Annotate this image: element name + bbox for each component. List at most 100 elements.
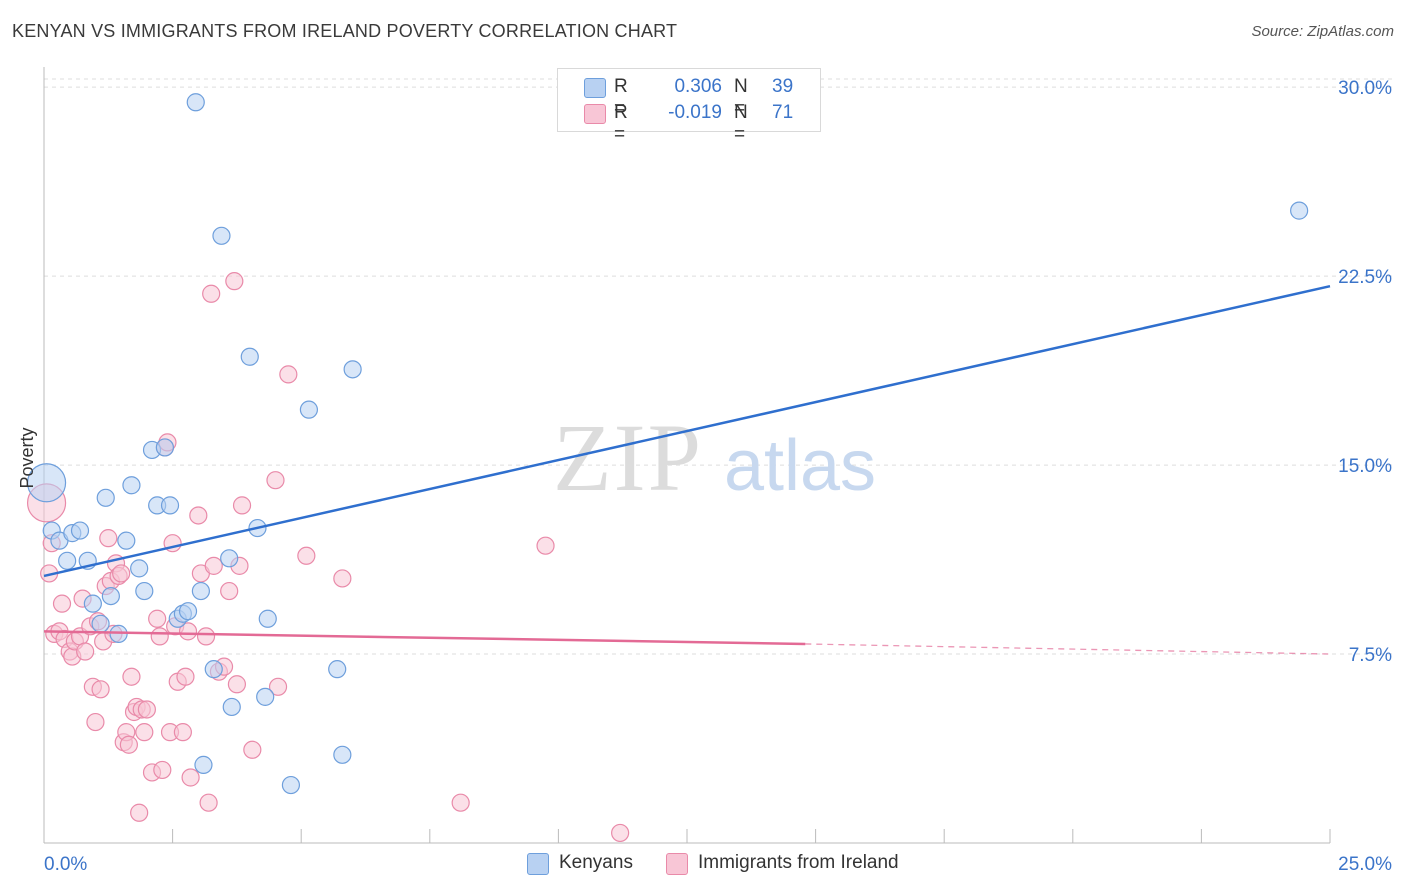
kenyan-point xyxy=(70,521,90,540)
kenyan-point xyxy=(160,496,180,515)
kenyan-point xyxy=(122,476,141,495)
ireland-point xyxy=(196,627,216,646)
kenyan-point xyxy=(343,360,362,379)
ireland-point xyxy=(451,793,470,812)
bottom-legend-label-ireland: Immigrants from Ireland xyxy=(698,852,899,873)
kenyan-point xyxy=(1290,201,1309,220)
ireland-point xyxy=(279,365,298,384)
ireland-point xyxy=(52,594,72,613)
ireland-trend-line xyxy=(43,630,806,646)
ireland-point xyxy=(202,284,221,303)
kenyan-point xyxy=(212,226,231,245)
kenyan-point xyxy=(58,551,77,570)
trend-lines xyxy=(43,284,1331,655)
watermark: ZIP atlas xyxy=(553,404,876,511)
ireland-point xyxy=(204,556,223,575)
kenyan-point xyxy=(101,586,120,606)
watermark-atlas: atlas xyxy=(724,426,876,506)
ireland-point xyxy=(232,496,252,515)
ireland-points xyxy=(26,272,630,843)
legend-n-label: N = xyxy=(734,76,748,119)
legend-swatch-kenyans xyxy=(584,78,606,98)
kenyan-point xyxy=(258,609,277,628)
kenyan-point xyxy=(256,687,275,706)
y-tick-label: 30.0% xyxy=(1338,78,1392,99)
legend-r-value-kenyans: 0.306 xyxy=(674,76,722,97)
kenyan-point xyxy=(155,438,174,457)
kenyan-point xyxy=(194,755,213,774)
kenyan-point xyxy=(299,400,319,419)
kenyan-point xyxy=(281,775,301,795)
legend-n-value-kenyans: 39 xyxy=(772,76,794,97)
ireland-point xyxy=(76,642,95,661)
ireland-point xyxy=(86,712,105,732)
kenyans-trend-line xyxy=(43,284,1331,578)
kenyan-point xyxy=(26,463,67,503)
ireland-point xyxy=(536,536,555,555)
ireland-point xyxy=(148,609,167,628)
y-tick-labels: 7.5% 15.0% 22.5% 30.0% xyxy=(1338,78,1392,666)
source-label: Source: ZipAtlas.com xyxy=(1251,23,1394,40)
ireland-point xyxy=(268,677,288,696)
legend-n-value-ireland: 71 xyxy=(772,102,794,123)
bottom-legend-label-kenyans: Kenyans xyxy=(559,852,633,873)
ireland-point xyxy=(137,700,156,719)
ireland-point xyxy=(119,735,138,754)
y-tick-label: 22.5% xyxy=(1338,267,1392,288)
kenyan-point xyxy=(178,602,198,621)
kenyan-point xyxy=(204,660,223,679)
stats-legend: R = 0.306 N = 39 R = -0.019 N = 71 xyxy=(557,68,821,145)
y-tick-label: 7.5% xyxy=(1349,645,1392,666)
ireland-point xyxy=(333,569,352,588)
legend-r-label: R = xyxy=(614,102,628,145)
kenyan-point xyxy=(96,488,115,507)
y-axis-title: Poverty xyxy=(17,427,37,488)
kenyan-point xyxy=(220,549,239,568)
x-tick-label-right: 25.0% xyxy=(1338,854,1392,875)
ireland-point xyxy=(225,272,244,291)
ireland-point xyxy=(178,622,198,641)
ireland-point xyxy=(135,723,154,742)
ireland-point xyxy=(266,471,285,490)
ireland-point xyxy=(130,803,149,822)
y-tick-label: 15.0% xyxy=(1338,456,1392,477)
kenyan-point xyxy=(328,660,347,679)
ireland-point xyxy=(227,675,246,694)
kenyan-point xyxy=(240,347,259,366)
bottom-legend-swatch-ireland xyxy=(666,853,688,875)
kenyan-point xyxy=(333,745,352,764)
ireland-point xyxy=(122,667,141,686)
ireland-point xyxy=(189,506,208,525)
kenyan-point xyxy=(135,581,154,601)
legend-r-value-ireland: -0.019 xyxy=(668,102,722,123)
kenyan-point xyxy=(117,531,136,550)
ireland-point xyxy=(181,768,200,787)
ireland-point xyxy=(297,546,316,565)
kenyan-point xyxy=(186,93,205,112)
chart-title: KENYAN VS IMMIGRANTS FROM IRELAND POVERT… xyxy=(12,21,678,41)
kenyan-points xyxy=(26,93,1309,795)
ireland-trend-line-extension xyxy=(805,643,1331,655)
kenyan-point xyxy=(191,581,210,601)
x-tick-label-left: 0.0% xyxy=(44,854,87,875)
ireland-point xyxy=(176,667,195,686)
ireland-point xyxy=(199,793,218,812)
ireland-point xyxy=(150,627,169,646)
ireland-point xyxy=(153,760,172,780)
kenyan-point xyxy=(130,559,149,578)
watermark-zip: ZIP xyxy=(553,404,703,511)
kenyan-point xyxy=(222,697,241,717)
ireland-point xyxy=(173,723,192,742)
ireland-point xyxy=(220,581,239,601)
ireland-point xyxy=(112,564,131,583)
legend-r-label: R = xyxy=(614,76,628,119)
kenyan-point xyxy=(83,594,102,613)
legend-swatch-ireland xyxy=(584,104,606,124)
bottom-legend-swatch-kenyans xyxy=(527,853,549,875)
ireland-point xyxy=(91,680,110,699)
kenyan-point xyxy=(91,614,110,633)
ireland-point xyxy=(611,823,630,843)
ireland-point xyxy=(243,740,262,759)
ireland-point xyxy=(99,529,118,548)
